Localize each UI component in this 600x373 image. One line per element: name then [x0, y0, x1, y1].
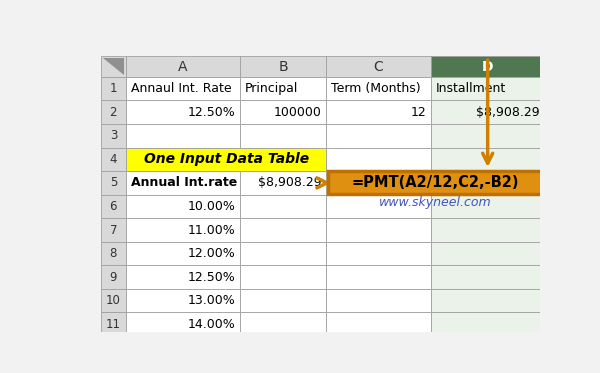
Text: A: A [178, 60, 188, 73]
Text: 4: 4 [110, 153, 117, 166]
Bar [240, 218, 326, 242]
Bar [126, 265, 240, 289]
Text: 9: 9 [110, 271, 117, 283]
Bar [326, 56, 431, 77]
Bar [431, 195, 545, 218]
Text: 14.00%: 14.00% [188, 318, 235, 331]
Text: 11: 11 [106, 318, 121, 331]
Bar [101, 124, 126, 148]
Bar [101, 289, 126, 313]
Text: 12.50%: 12.50% [188, 106, 235, 119]
Text: 13.00%: 13.00% [188, 294, 235, 307]
Text: 2: 2 [110, 106, 117, 119]
Bar [126, 313, 240, 336]
Bar [101, 242, 126, 265]
Bar [126, 77, 240, 100]
Bar [240, 56, 326, 77]
Text: B: B [278, 60, 288, 73]
Text: $8,908.29: $8,908.29 [258, 176, 322, 189]
Text: Annual Int.rate: Annual Int.rate [131, 176, 237, 189]
Text: Annaul Int. Rate: Annaul Int. Rate [131, 82, 232, 95]
Bar [431, 289, 545, 313]
Text: 12.00%: 12.00% [188, 247, 235, 260]
Text: 10.00%: 10.00% [188, 200, 235, 213]
Bar [126, 195, 240, 218]
Bar [326, 313, 431, 336]
Bar [240, 289, 326, 313]
Text: Principal: Principal [245, 82, 298, 95]
Bar [126, 242, 240, 265]
Text: C: C [374, 60, 383, 73]
Bar [326, 124, 431, 148]
Bar [126, 148, 240, 171]
Bar [101, 148, 126, 171]
FancyBboxPatch shape [328, 172, 542, 194]
Bar [101, 171, 126, 195]
Text: 11.00%: 11.00% [188, 223, 235, 236]
Text: 12.50%: 12.50% [188, 271, 235, 283]
Text: www.skyneel.com: www.skyneel.com [379, 197, 491, 210]
Bar [326, 148, 431, 171]
Bar [240, 77, 326, 100]
Bar [101, 265, 126, 289]
Bar [240, 195, 326, 218]
Bar [126, 100, 240, 124]
Bar [326, 218, 431, 242]
Bar [326, 171, 431, 195]
Bar [431, 100, 545, 124]
Text: 1: 1 [110, 82, 117, 95]
Bar [126, 148, 326, 171]
Bar [326, 289, 431, 313]
Bar [101, 56, 126, 77]
Bar [240, 124, 326, 148]
Bar [431, 148, 545, 171]
Text: 10: 10 [106, 294, 121, 307]
Bar [431, 313, 545, 336]
Text: One Input Data Table: One Input Data Table [143, 152, 308, 166]
Text: 3: 3 [110, 129, 117, 142]
Text: =PMT(A2/12,C2,-B2): =PMT(A2/12,C2,-B2) [352, 175, 519, 190]
Text: 7: 7 [110, 223, 117, 236]
Text: Term (Months): Term (Months) [331, 82, 421, 95]
Bar [431, 218, 545, 242]
Bar [101, 313, 126, 336]
Bar [240, 313, 326, 336]
Text: 6: 6 [110, 200, 117, 213]
Bar [126, 218, 240, 242]
Bar [431, 171, 545, 195]
Bar [431, 56, 545, 77]
Bar [326, 77, 431, 100]
Bar [431, 242, 545, 265]
Bar [240, 148, 326, 171]
Bar [126, 289, 240, 313]
Bar [101, 77, 126, 100]
Bar [326, 265, 431, 289]
Text: 12: 12 [410, 106, 426, 119]
Bar [101, 195, 126, 218]
Bar [326, 242, 431, 265]
Bar [431, 265, 545, 289]
Text: Installment: Installment [436, 82, 506, 95]
Bar [101, 218, 126, 242]
Bar [240, 171, 326, 195]
Bar [431, 124, 545, 148]
Bar [326, 195, 431, 218]
Bar [240, 242, 326, 265]
Bar [431, 77, 545, 100]
Bar [126, 171, 240, 195]
Text: 5: 5 [110, 176, 117, 189]
Text: $8,908.29: $8,908.29 [476, 106, 540, 119]
Bar [101, 100, 126, 124]
Bar [326, 100, 431, 124]
Polygon shape [103, 58, 124, 75]
Bar [126, 124, 240, 148]
Text: 8: 8 [110, 247, 117, 260]
Bar [240, 265, 326, 289]
Bar [240, 100, 326, 124]
Text: 100000: 100000 [274, 106, 322, 119]
Text: D: D [482, 60, 493, 73]
Bar [126, 56, 240, 77]
